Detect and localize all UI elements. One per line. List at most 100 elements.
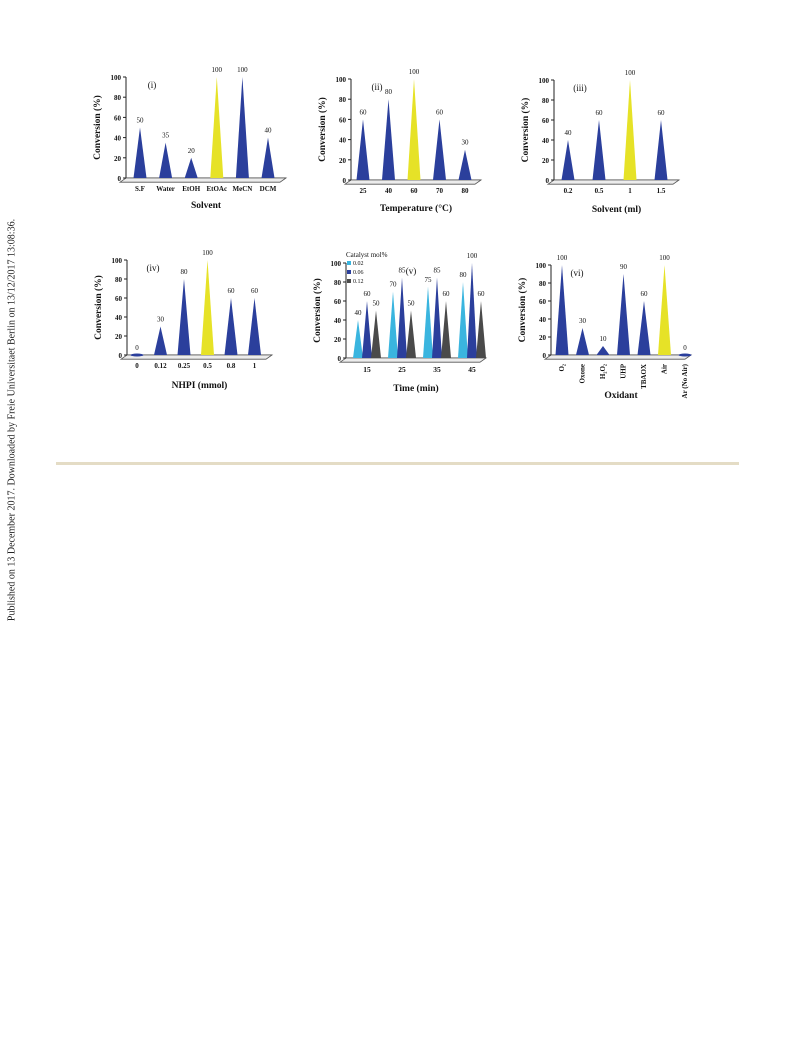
data-label: 40	[565, 129, 573, 137]
y-tick-label: 40	[114, 135, 122, 143]
bar-25	[356, 119, 370, 180]
x-tick-label: 60	[411, 187, 419, 195]
x-axis-label: NHPI (mmol)	[172, 380, 228, 391]
bar-70	[433, 119, 446, 180]
panel-label: (v)	[406, 266, 417, 276]
bar-Ar (No Air)	[678, 353, 692, 357]
bar-45-0.06	[467, 263, 477, 358]
y-axis-label: Conversion (%)	[317, 97, 328, 162]
bar-25-0.02	[388, 291, 398, 358]
x-axis-label: Solvent (ml)	[592, 204, 641, 215]
chart-panel-4: 0 20 40 60 80 100 Conversion (%) NHPI (mmol) (iv…	[93, 249, 274, 391]
bar-0.5	[592, 120, 606, 180]
data-label: 75	[425, 276, 433, 284]
section-rule	[56, 462, 739, 465]
bar-25-0.06	[397, 277, 407, 358]
y-tick-label: 100	[112, 257, 123, 265]
axis-floor	[119, 354, 274, 360]
bar-0.12	[154, 326, 167, 355]
bar-Water	[159, 142, 173, 178]
x-tick-label: 0.2	[564, 187, 573, 195]
chart-panel-1: 0 20 40 60 80 100 Conversion (%) Solvent (i) 50 S.…	[92, 66, 288, 211]
panel-label: (iv)	[147, 263, 160, 273]
data-label: 0	[683, 344, 687, 352]
y-tick-label: 40	[539, 316, 547, 324]
panel-label: (vi)	[571, 268, 584, 278]
y-tick-label: 100	[111, 74, 122, 82]
x-tick-label: 0.5	[203, 362, 212, 370]
bar-15-0.06	[362, 301, 372, 358]
y-tick-label: 80	[115, 276, 123, 284]
x-tick-label: 80	[462, 187, 470, 195]
x-tick-label: O₂	[558, 364, 566, 372]
bar-EtOAc	[210, 77, 224, 178]
data-label: 85	[399, 266, 407, 274]
y-axis-label: Conversion (%)	[93, 275, 104, 340]
x-tick-label: 40	[385, 187, 393, 195]
data-label: 0	[135, 344, 139, 352]
bar-0.8	[224, 298, 238, 355]
y-tick-label: 0	[543, 352, 547, 360]
x-tick-label: EtOAc	[206, 185, 227, 193]
bar-UHP	[617, 274, 630, 355]
x-tick-label: Water	[156, 185, 175, 193]
y-tick-label: 100	[536, 262, 547, 270]
data-label: 100	[659, 254, 670, 262]
x-tick-label: 0.12	[154, 362, 167, 370]
data-label: 60	[360, 108, 368, 116]
y-tick-label: 80	[334, 279, 342, 287]
y-tick-label: 20	[539, 334, 547, 342]
y-tick-label: 80	[542, 97, 550, 105]
bar-1	[623, 80, 637, 180]
y-tick-label: 40	[115, 314, 123, 322]
x-tick-label: UHP	[620, 363, 628, 379]
x-axis-label: Temperature (°C)	[380, 203, 452, 214]
data-label: 80	[181, 268, 189, 276]
bar-45-0.12	[476, 301, 486, 358]
data-label: 60	[251, 287, 259, 295]
chart-panel-5: 0 20 40 60 80 100 Conversion (%) Time (min) (v) 4…	[312, 251, 488, 394]
data-label: 40	[265, 127, 273, 135]
x-tick-label: 0.8	[227, 362, 236, 370]
legend-label: 0.02	[353, 261, 364, 267]
data-label: 100	[212, 66, 223, 74]
x-tick-label: TBAOX	[640, 364, 648, 389]
y-tick-label: 60	[115, 295, 123, 303]
x-tick-label: MeCN	[232, 185, 252, 193]
data-label: 50	[373, 300, 381, 308]
y-tick-label: 20	[115, 333, 123, 341]
legend-label: 0.12	[353, 279, 364, 285]
panel-label: (iii)	[573, 83, 587, 93]
data-label: 60	[478, 290, 486, 298]
data-label: 85	[434, 266, 442, 274]
bar-1.5	[654, 120, 668, 180]
y-tick-label: 0	[546, 177, 550, 185]
chart-panel-2: 0 20 40 60 80 100 Conversion (%) Temperature (°…	[317, 68, 483, 214]
x-tick-label: Ar (No Air)	[681, 363, 689, 398]
y-tick-label: 60	[114, 114, 122, 122]
bar-1	[248, 298, 261, 355]
x-tick-label: 1	[628, 187, 632, 195]
data-label: 60	[364, 290, 372, 298]
bar-35-0.02	[423, 286, 433, 358]
y-tick-label: 60	[334, 298, 342, 306]
x-tick-label: 25	[398, 365, 406, 374]
axis-floor	[343, 179, 483, 185]
panel-label: (ii)	[372, 82, 383, 92]
y-axis-label: Conversion (%)	[312, 278, 323, 343]
y-tick-label: 20	[114, 155, 122, 163]
bar-40	[382, 99, 395, 180]
x-axis-label: Time (min)	[393, 383, 438, 394]
legend-swatch	[347, 270, 351, 274]
bar-80	[458, 149, 472, 180]
y-tick-label: 0	[338, 355, 342, 363]
axis-floor	[338, 357, 488, 363]
x-tick-label: 70	[436, 187, 444, 195]
data-label: 60	[641, 290, 649, 298]
y-tick-label: 0	[119, 352, 123, 360]
bar-15-0.12	[371, 310, 381, 358]
data-label: 60	[443, 290, 451, 298]
y-tick-label: 80	[114, 94, 122, 102]
